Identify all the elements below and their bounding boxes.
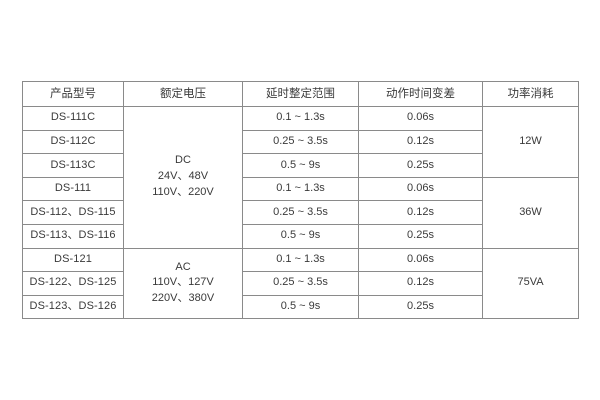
cell-product-model: DS-121	[22, 247, 124, 273]
specification-table: 产品型号 额定电压 延时整定范围 动作时间变差 功率消耗 DS-111C DC …	[22, 81, 579, 320]
column-header-operate-time-variation: 动作时间变差	[358, 81, 483, 107]
cell-power-consumption: 12W	[482, 106, 579, 178]
cell-rated-voltage-ac: AC 110V、127V 220V、380V	[123, 247, 243, 320]
cell-product-model: DS-111C	[22, 106, 124, 131]
cell-time-variation: 0.25s	[358, 153, 483, 178]
cell-product-model: DS-113、DS-116	[22, 223, 124, 249]
spec-table-container: 产品型号 额定电压 延时整定范围 动作时间变差 功率消耗 DS-111C DC …	[22, 81, 579, 320]
voltage-line-1: 110V、127V	[152, 276, 214, 289]
table-row: DS-111 0.1 ~ 1.3s 0.06s 36W	[22, 176, 579, 249]
cell-delay-range: 0.1 ~ 1.3s	[242, 176, 359, 202]
cell-product-model: DS-111	[22, 176, 124, 202]
cell-product-model: DS-113C	[22, 153, 124, 178]
table-header: 产品型号 额定电压 延时整定范围 动作时间变差 功率消耗	[22, 81, 579, 107]
cell-time-variation: 0.25s	[358, 223, 483, 249]
cell-time-variation: 0.06s	[358, 176, 483, 202]
table-row: DS-112C 0.25 ~ 3.5s 0.12s	[22, 129, 579, 155]
cell-time-variation: 0.06s	[358, 106, 483, 131]
column-header-rated-voltage: 额定电压	[123, 81, 243, 107]
cell-delay-range: 0.1 ~ 1.3s	[242, 106, 359, 131]
cell-time-variation: 0.25s	[358, 294, 483, 320]
cell-product-model: DS-123、DS-126	[22, 294, 124, 320]
cell-time-variation: 0.12s	[358, 271, 483, 296]
column-header-delay-setting-range: 延时整定范围	[242, 81, 359, 107]
table-row: DS-123、DS-126 0.5 ~ 9s 0.25s	[22, 294, 579, 320]
cell-product-model: DS-112C	[22, 129, 124, 155]
table-row: DS-112、DS-115 0.25 ~ 3.5s 0.12s	[22, 200, 579, 225]
table-body: DS-111C DC 24V、48V 110V、220V 0.1 ~ 1.3s …	[22, 106, 579, 320]
cell-time-variation: 0.12s	[358, 200, 483, 225]
table-row: DS-111C DC 24V、48V 110V、220V 0.1 ~ 1.3s …	[22, 106, 579, 249]
voltage-line-2: 220V、380V	[151, 292, 215, 305]
cell-delay-range: 0.25 ~ 3.5s	[242, 200, 359, 225]
cell-delay-range: 0.5 ~ 9s	[242, 223, 359, 249]
cell-delay-range: 0.5 ~ 9s	[242, 153, 359, 178]
cell-rated-voltage-dc: DC 24V、48V 110V、220V	[123, 106, 243, 249]
voltage-line-2: 110V、220V	[152, 186, 214, 199]
table-row: DS-122、DS-125 0.25 ~ 3.5s 0.12s	[22, 271, 579, 296]
cell-time-variation: 0.12s	[358, 129, 483, 155]
cell-product-model: DS-122、DS-125	[22, 271, 124, 296]
column-header-power-consumption: 功率消耗	[482, 81, 579, 107]
table-row: DS-121 AC 110V、127V 220V、380V 0.1 ~ 1.3s…	[22, 247, 579, 320]
cell-product-model: DS-112、DS-115	[22, 200, 124, 225]
cell-power-consumption: 75VA	[482, 247, 579, 320]
cell-time-variation: 0.06s	[358, 247, 483, 273]
voltage-line-type: AC	[175, 260, 191, 273]
voltage-line-1: 24V、48V	[157, 170, 209, 183]
table-row: DS-113、DS-116 0.5 ~ 9s 0.25s	[22, 223, 579, 249]
cell-delay-range: 0.5 ~ 9s	[242, 294, 359, 320]
cell-delay-range: 0.25 ~ 3.5s	[242, 129, 359, 155]
voltage-line-type: DC	[175, 154, 191, 167]
cell-power-consumption: 36W	[482, 176, 579, 249]
header-row: 产品型号 额定电压 延时整定范围 动作时间变差 功率消耗	[22, 81, 579, 107]
column-header-product-model: 产品型号	[22, 81, 124, 107]
cell-delay-range: 0.1 ~ 1.3s	[242, 247, 359, 273]
cell-delay-range: 0.25 ~ 3.5s	[242, 271, 359, 296]
